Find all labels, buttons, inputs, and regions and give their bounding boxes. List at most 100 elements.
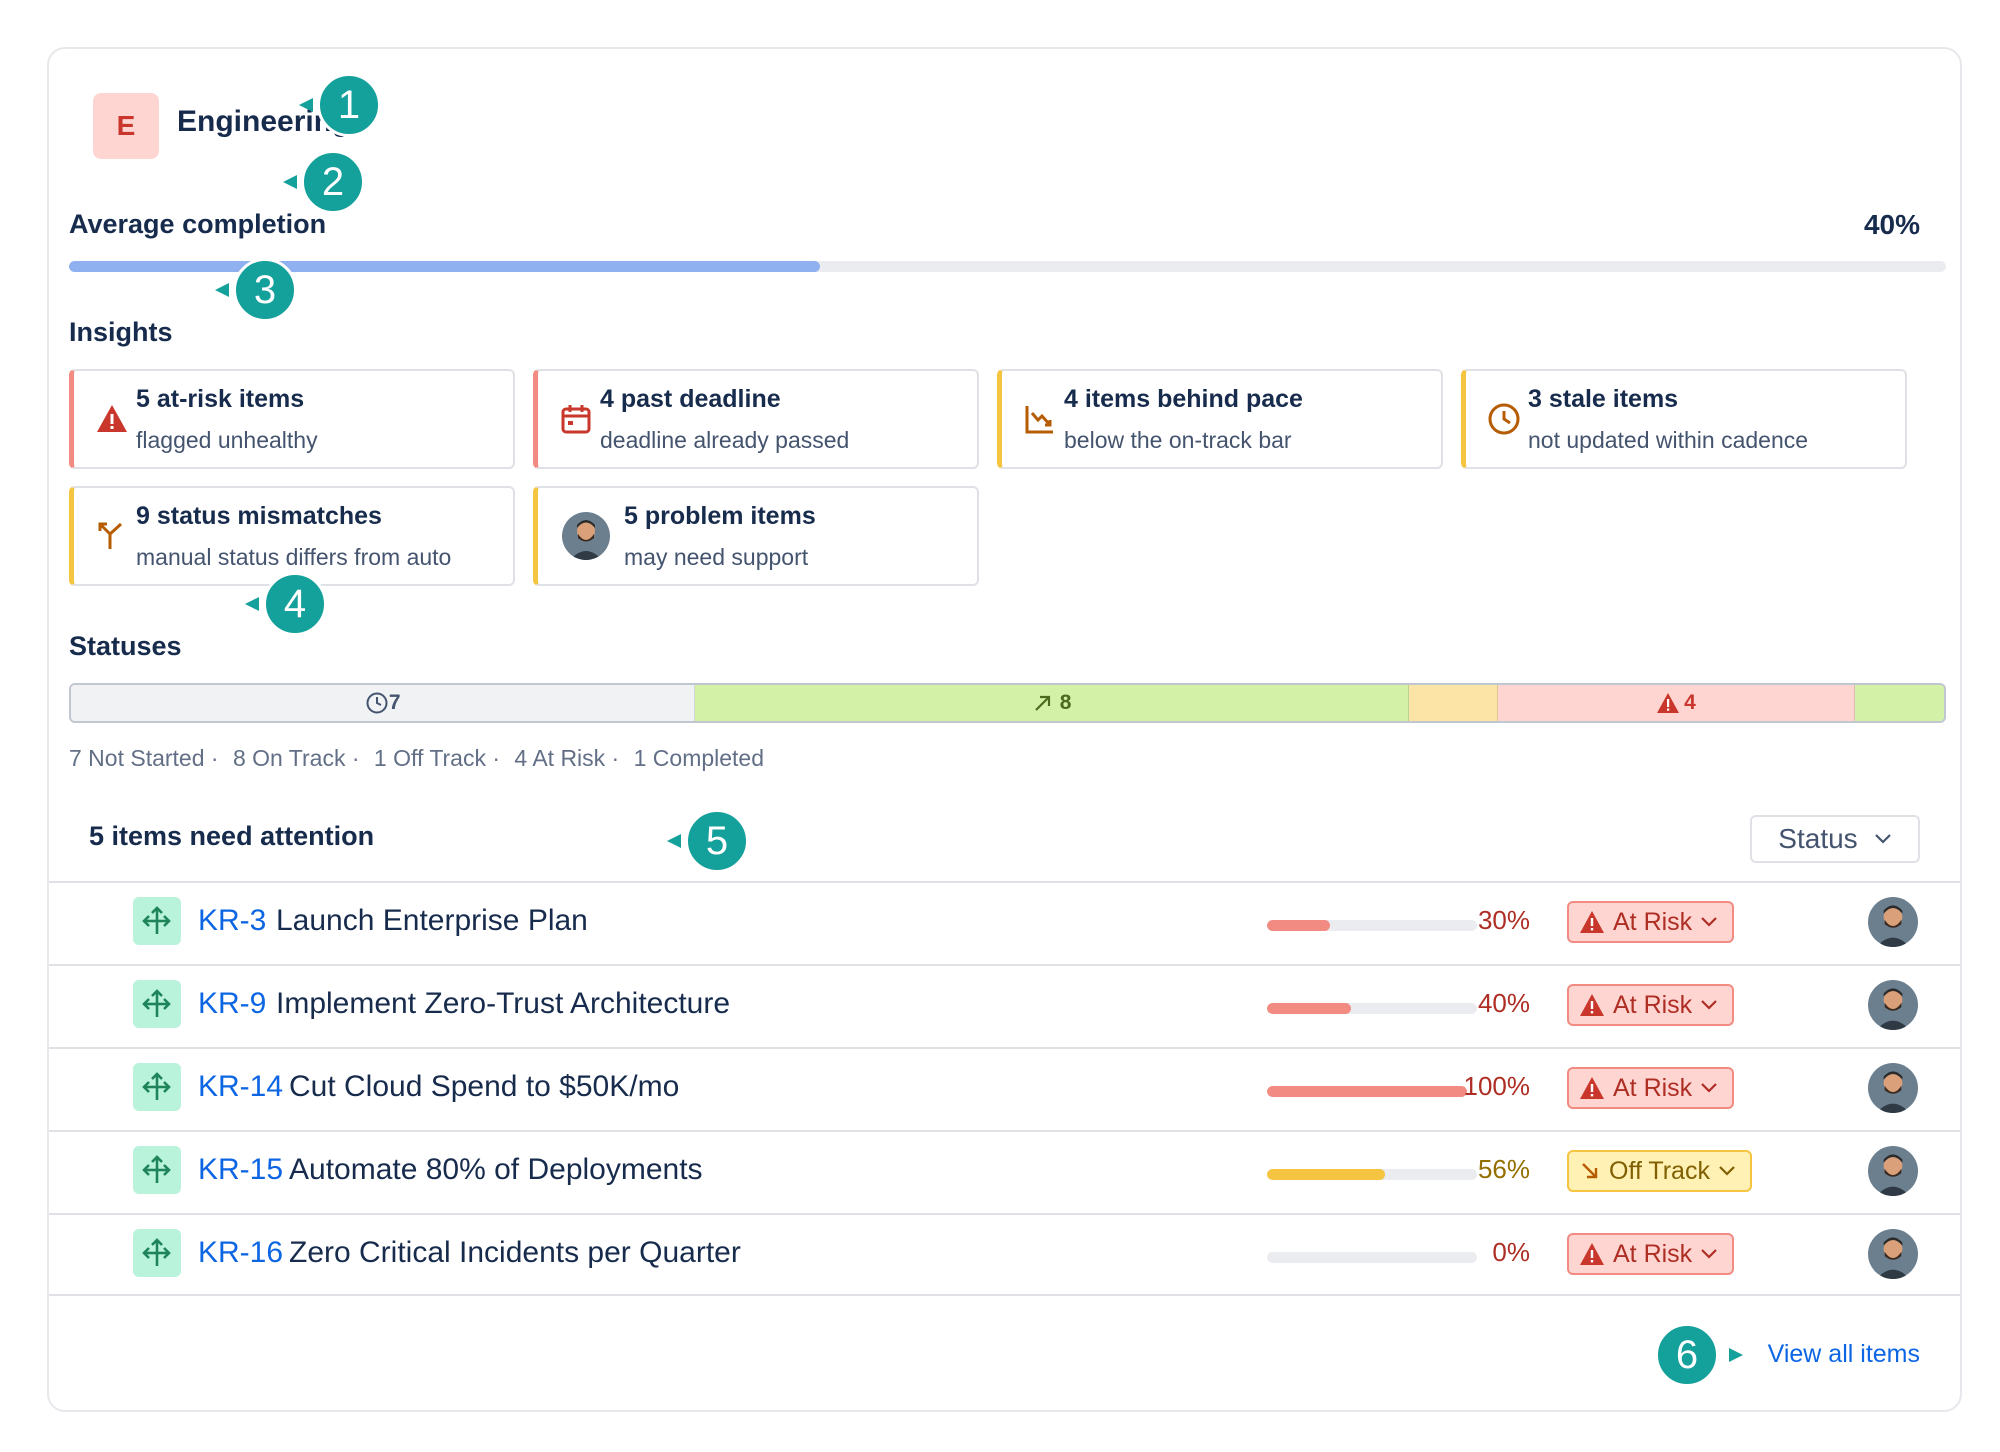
list-item[interactable]: KR-3 Launch Enterprise Plan 30% At Risk: [49, 881, 1960, 964]
chevron-down-icon: [1701, 1249, 1717, 1259]
owner-avatar[interactable]: [1868, 1229, 1918, 1279]
item-progress-value: 56%: [1477, 1154, 1530, 1184]
chevron-down-icon: [1701, 1000, 1717, 1010]
item-progress-bar: [1267, 1086, 1467, 1097]
status-dropdown[interactable]: At Risk: [1567, 984, 1735, 1026]
item-title[interactable]: Implement Zero-Trust Architecture: [276, 987, 731, 1020]
item-progress-bar: [1267, 1003, 1477, 1014]
insight-title: 4 items behind pace: [1064, 385, 1303, 413]
chevron-down-icon: [1701, 917, 1717, 927]
owner-avatar[interactable]: [1868, 980, 1918, 1030]
insight-subtitle: below the on-track bar: [1064, 427, 1292, 453]
item-key-link[interactable]: KR-15: [198, 1153, 284, 1186]
callout-marker-5: 5: [685, 809, 749, 873]
view-all-items-link[interactable]: View all items: [1767, 1340, 1920, 1368]
insight-past-deadline[interactable]: 4 past deadline deadline already passed: [533, 369, 979, 469]
status-segment-on-track[interactable]: 8: [695, 685, 1409, 721]
attention-list: KR-3 Launch Enterprise Plan 30% At Risk …: [49, 881, 1960, 1296]
status-filter-dropdown[interactable]: Status: [1750, 815, 1920, 863]
callout-pointer: [299, 98, 313, 112]
callout-pointer: [245, 597, 259, 611]
arrow-down-right-icon: [1582, 1163, 1598, 1179]
average-completion-bar: [69, 261, 1946, 272]
average-completion-value: 40%: [1863, 209, 1920, 240]
item-progress-fill: [1267, 1169, 1385, 1180]
insight-title: 9 status mismatches: [136, 502, 382, 530]
item-progress-value: 30%: [1477, 905, 1530, 935]
key-result-icon: [133, 1063, 181, 1111]
status-dropdown[interactable]: Off Track: [1567, 1150, 1752, 1192]
insight-status-mismatches[interactable]: 9 status mismatches manual status differ…: [69, 486, 515, 586]
warning-triangle-icon: [1580, 1077, 1604, 1099]
callout-pointer: [283, 175, 297, 189]
trend-down-icon: [1020, 399, 1060, 439]
insight-title: 4 past deadline: [600, 385, 781, 413]
status-distribution-bar: 7 8 4: [69, 683, 1946, 723]
callout-marker-6: 6: [1655, 1323, 1719, 1387]
insight-title: 3 stale items: [1528, 385, 1679, 413]
chevron-down-icon: [1874, 834, 1891, 844]
list-item[interactable]: KR-14 Cut Cloud Spend to $50K/mo 100% At…: [49, 1047, 1960, 1130]
callout-marker-1: 1: [317, 73, 381, 137]
item-key-link[interactable]: KR-9: [198, 987, 267, 1020]
item-title[interactable]: Automate 80% of Deployments: [289, 1153, 703, 1186]
item-title[interactable]: Cut Cloud Spend to $50K/mo: [289, 1070, 680, 1103]
insight-behind-pace[interactable]: 4 items behind pace below the on-track b…: [997, 369, 1443, 469]
item-key-link[interactable]: KR-14: [198, 1070, 284, 1103]
insight-problem-items[interactable]: 5 problem items may need support: [533, 486, 979, 586]
status-summary-item: 1 Completed: [633, 745, 765, 771]
warning-triangle-icon: [1580, 911, 1604, 933]
clock-icon: [1484, 399, 1524, 439]
status-summary-item: 1 Off Track ·: [373, 745, 501, 771]
owner-avatar[interactable]: [1868, 897, 1918, 947]
status-dropdown[interactable]: At Risk: [1567, 1233, 1735, 1275]
insight-stale[interactable]: 3 stale items not updated within cadence: [1461, 369, 1907, 469]
status-segment-off-track[interactable]: [1408, 685, 1499, 721]
status-segment-label: 4: [1684, 691, 1696, 714]
item-progress-bar: [1267, 1252, 1477, 1263]
status-segment-completed[interactable]: [1854, 685, 1944, 721]
status-segment-not-started[interactable]: 7: [71, 685, 696, 721]
callout-pointer: [215, 283, 229, 297]
status-label: At Risk: [1613, 990, 1693, 1019]
clock-icon: [366, 692, 388, 714]
owner-avatar[interactable]: [1868, 1063, 1918, 1113]
item-progress-bar: [1267, 920, 1477, 931]
item-progress-fill: [1267, 1086, 1467, 1097]
list-item[interactable]: KR-9 Implement Zero-Trust Architecture 4…: [49, 964, 1960, 1047]
status-label: At Risk: [1613, 1239, 1693, 1268]
status-dropdown[interactable]: At Risk: [1567, 1067, 1735, 1109]
status-summary-item: 4 At Risk ·: [514, 745, 620, 771]
insight-title: 5 problem items: [624, 502, 816, 530]
item-progress-value: 40%: [1477, 988, 1530, 1018]
item-title[interactable]: Launch Enterprise Plan: [276, 904, 588, 937]
insight-at-risk[interactable]: 5 at-risk items flagged unhealthy: [69, 369, 515, 469]
status-segment-label: 7: [388, 691, 401, 714]
item-progress-bar: [1267, 1169, 1477, 1180]
key-result-icon: [133, 897, 181, 945]
list-item[interactable]: KR-15 Automate 80% of Deployments 56% Of…: [49, 1130, 1960, 1213]
callout-marker-2: 2: [301, 150, 365, 214]
warning-triangle-icon: [1580, 1243, 1604, 1265]
item-key-link[interactable]: KR-16: [198, 1236, 284, 1269]
status-filter-label: Status: [1778, 823, 1858, 854]
status-label: At Risk: [1613, 907, 1693, 936]
status-label: At Risk: [1613, 1073, 1693, 1102]
average-completion-label: Average completion: [69, 209, 327, 239]
item-progress-fill: [1267, 1003, 1351, 1014]
insight-subtitle: may need support: [624, 544, 809, 570]
status-segment-at-risk[interactable]: 4: [1498, 685, 1855, 721]
status-dropdown[interactable]: At Risk: [1567, 901, 1735, 943]
item-key-link[interactable]: KR-3: [198, 904, 267, 937]
insight-title: 5 at-risk items: [136, 385, 305, 413]
status-label: Off Track: [1609, 1156, 1710, 1185]
chevron-down-icon: [1701, 1083, 1717, 1093]
owner-avatar[interactable]: [1868, 1146, 1918, 1196]
callout-pointer: [667, 834, 681, 848]
list-item[interactable]: KR-16 Zero Critical Incidents per Quarte…: [49, 1213, 1960, 1296]
chevron-down-icon: [1719, 1166, 1735, 1176]
item-title[interactable]: Zero Critical Incidents per Quarter: [289, 1236, 741, 1269]
status-segment-label: 8: [1059, 691, 1072, 714]
calendar-icon: [556, 399, 596, 439]
team-card: E Engineering 1 Average completion 2 40%…: [47, 47, 1962, 1412]
